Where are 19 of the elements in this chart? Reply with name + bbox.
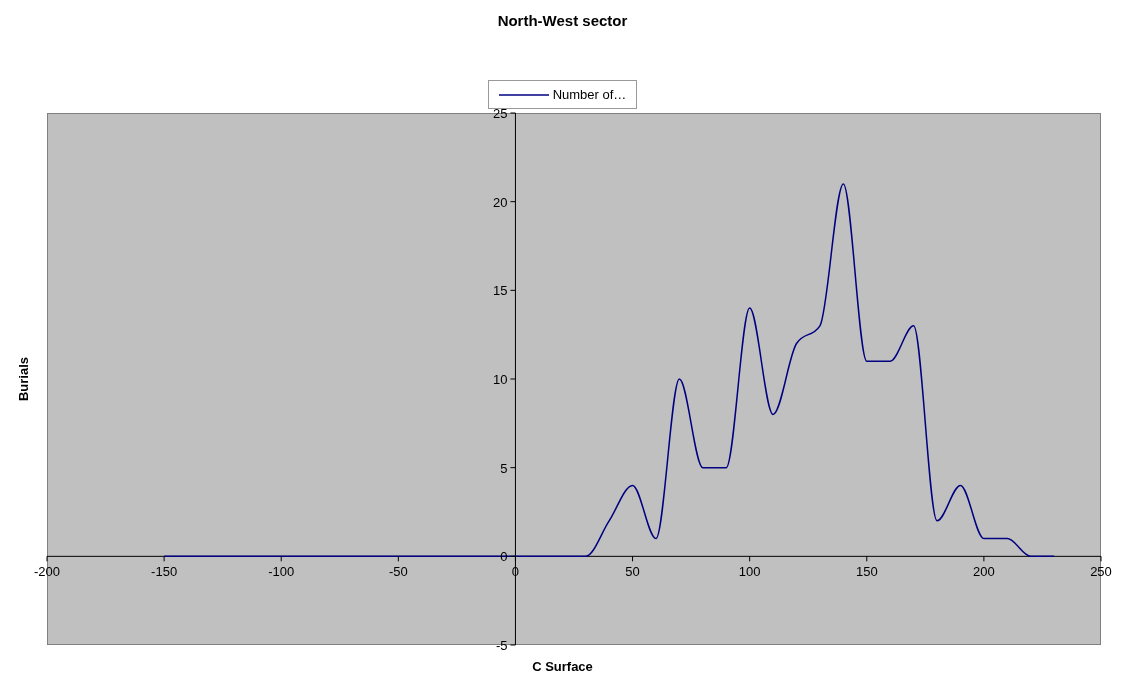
- x-tick-label: -50: [388, 564, 408, 580]
- x-tick-label: 100: [738, 564, 761, 580]
- x-tick-label: 250: [1090, 564, 1112, 580]
- y-tick-label: 5: [500, 460, 508, 476]
- x-tick-label: 200: [973, 564, 995, 580]
- y-tick-label: -5: [495, 638, 508, 653]
- y-tick-label: 10: [492, 372, 508, 387]
- y-tick-label: 15: [492, 283, 508, 299]
- x-tick-label: 150: [855, 564, 878, 580]
- y-tick-label: 20: [492, 194, 508, 210]
- x-tick-label: 50: [625, 564, 640, 580]
- y-tick-label: 25: [492, 106, 508, 121]
- x-axis-title: C Surface: [531, 659, 594, 674]
- legend-label: Number of…: [552, 87, 627, 102]
- x-tick-label: -150: [151, 564, 178, 580]
- x-tick-label: -200: [33, 564, 61, 580]
- y-axis-title: Burials: [16, 355, 32, 404]
- x-tick-label: -100: [268, 564, 295, 580]
- chart-title: North-West sector: [496, 12, 629, 29]
